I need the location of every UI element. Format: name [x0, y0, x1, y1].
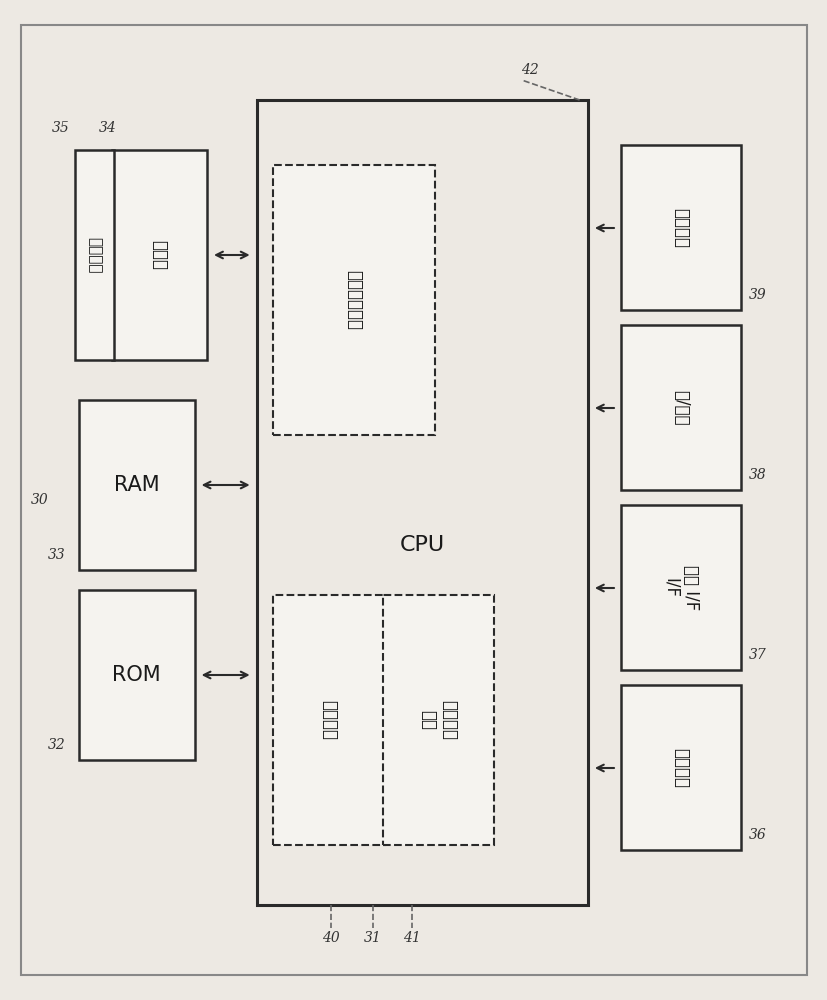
Text: 30: 30	[31, 493, 49, 507]
Text: 40: 40	[322, 931, 340, 945]
Text: 36: 36	[748, 828, 766, 842]
Text: 群组控制单元: 群组控制单元	[345, 270, 362, 330]
Text: 42: 42	[520, 63, 538, 77]
Text: 锁/开关: 锁/开关	[672, 390, 689, 425]
Bar	[79, 590, 194, 760]
Text: 37: 37	[748, 648, 766, 662]
Text: 图像控制
单元: 图像控制 单元	[418, 700, 457, 740]
Bar	[620, 685, 740, 850]
Text: 41: 41	[402, 931, 420, 945]
Text: 外部 I/F
I/F: 外部 I/F I/F	[661, 565, 700, 610]
Bar	[79, 400, 194, 570]
Bar	[620, 145, 740, 310]
Text: 检测单元: 检测单元	[320, 700, 337, 740]
Text: 35: 35	[51, 121, 69, 135]
Bar	[620, 325, 740, 490]
Bar	[112, 150, 207, 360]
Text: 33: 33	[47, 548, 65, 562]
Bar	[256, 100, 587, 905]
Text: RAM: RAM	[113, 475, 160, 495]
Bar	[273, 595, 385, 845]
Text: 成像单元: 成像单元	[672, 208, 689, 247]
Text: CPU: CPU	[399, 535, 444, 555]
Text: 31: 31	[363, 931, 381, 945]
Bar	[382, 595, 494, 845]
Text: 32: 32	[47, 738, 65, 752]
Text: 38: 38	[748, 468, 766, 482]
Text: 通信单元: 通信单元	[672, 748, 689, 788]
Bar	[620, 505, 740, 670]
Text: ROM: ROM	[112, 665, 160, 685]
Text: 34: 34	[98, 121, 117, 135]
Bar	[273, 165, 434, 435]
Bar	[74, 150, 114, 360]
Text: 39: 39	[748, 288, 766, 302]
Text: 触摸面板: 触摸面板	[87, 237, 102, 273]
Text: 显示器: 显示器	[151, 240, 168, 270]
